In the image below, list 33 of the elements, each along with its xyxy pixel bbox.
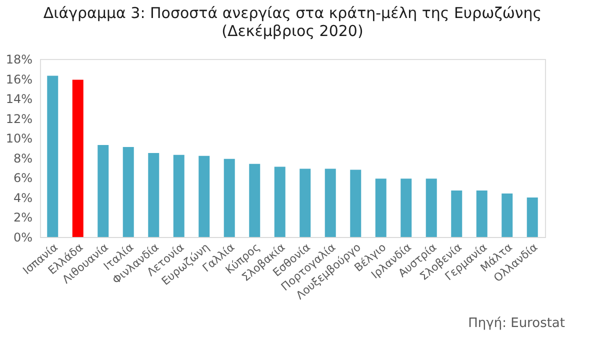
y-tick-label: 12% (6, 112, 32, 126)
bar (98, 145, 109, 237)
bar (300, 168, 311, 237)
bar (148, 152, 160, 237)
bar (249, 164, 260, 237)
bar (324, 168, 336, 237)
text: Πηγή: Eurostat (468, 316, 565, 331)
bar (426, 178, 437, 237)
y-tick-label: 10% (6, 132, 32, 146)
bar (47, 76, 58, 237)
bar (122, 147, 134, 237)
bar (173, 154, 184, 237)
bar (502, 193, 513, 237)
chart-subtitle: (Δεκέμβριος 2020) (222, 22, 364, 40)
chart-title: Διάγραμμα 3: Ποσοστά ανεργίας στα κράτη-μέλη της Ευρωζώνης (43, 4, 542, 22)
y-tick-label: 4% (13, 190, 32, 205)
y-tick-label: 18% (6, 52, 32, 66)
bar (476, 190, 488, 237)
bar (274, 166, 286, 237)
y-tick-label: 8% (13, 151, 32, 166)
y-tick-label: 0% (13, 230, 32, 244)
bar (375, 178, 386, 237)
y-tick-label: 6% (13, 171, 32, 186)
bar (526, 197, 538, 237)
y-tick-label: 2% (13, 210, 32, 225)
bar (350, 170, 362, 237)
bar (198, 156, 210, 237)
bar (451, 190, 462, 237)
y-tick-label: 14% (6, 92, 32, 106)
bar (224, 158, 235, 237)
bar (400, 178, 412, 237)
bar (72, 80, 84, 237)
y-tick-label: 16% (6, 72, 32, 86)
